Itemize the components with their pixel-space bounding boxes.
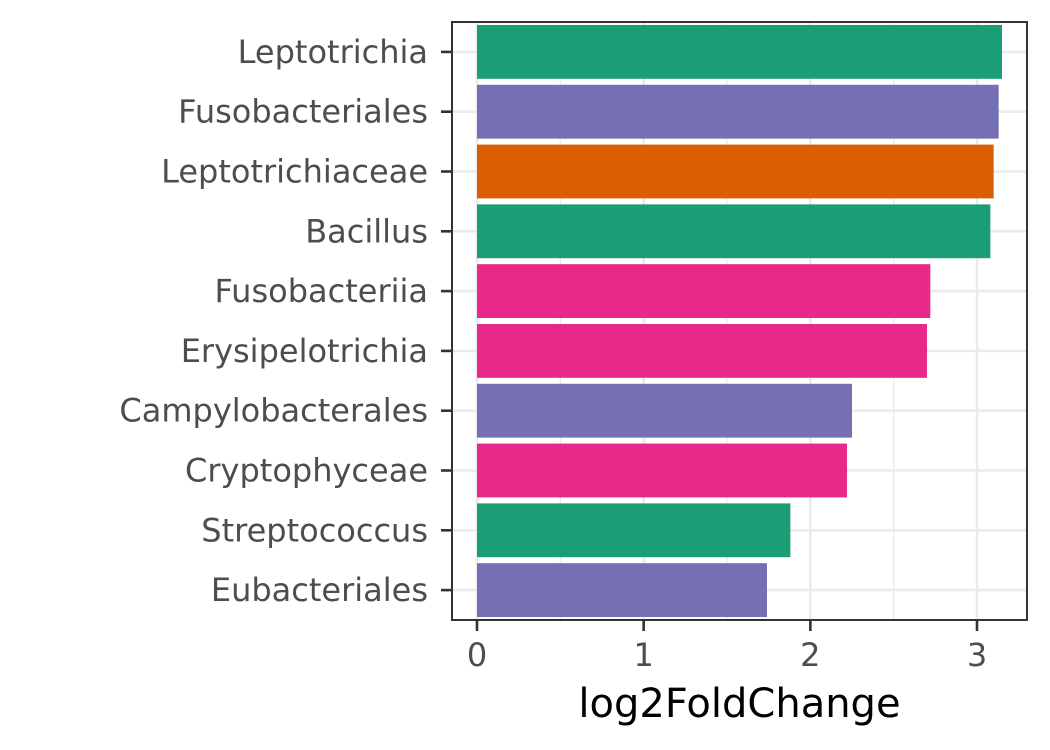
bar: [477, 503, 791, 558]
bar: [477, 264, 931, 319]
y-tick-label: Erysipelotrichia: [181, 332, 428, 370]
bar: [477, 144, 994, 199]
y-tick-label: Bacillus: [305, 212, 428, 250]
plot-panel-border: [451, 21, 1028, 621]
y-tick-label: Eubacteriales: [211, 571, 428, 609]
bar: [477, 323, 927, 378]
bar: [477, 383, 852, 438]
x-axis: 0 1 2 3: [467, 620, 987, 674]
x-tick-label: 2: [800, 636, 820, 674]
x-tick-label: 0: [467, 636, 487, 674]
bars: [477, 24, 1002, 618]
bar: [477, 563, 767, 618]
y-tick-label: Leptotrichiaceae: [161, 153, 428, 191]
y-tick-label: Fusobacteriales: [178, 93, 428, 131]
y-axis: Leptotrichia Fusobacteriales Leptotrichiac…: [119, 33, 452, 609]
bar: [477, 204, 991, 259]
x-tick-label: 3: [967, 636, 987, 674]
y-tick-label: Cryptophyceae: [185, 452, 428, 490]
bar: [477, 84, 999, 139]
y-tick-label: Streptococcus: [201, 511, 428, 549]
bar: [477, 443, 847, 498]
x-tick-label: 1: [633, 636, 653, 674]
bar: [477, 24, 1002, 79]
x-axis-title: log2FoldChange: [578, 681, 900, 727]
y-tick-label: Fusobacteriia: [215, 272, 428, 310]
y-tick-label: Campylobacterales: [119, 392, 428, 430]
y-tick-label: Leptotrichia: [238, 33, 428, 71]
